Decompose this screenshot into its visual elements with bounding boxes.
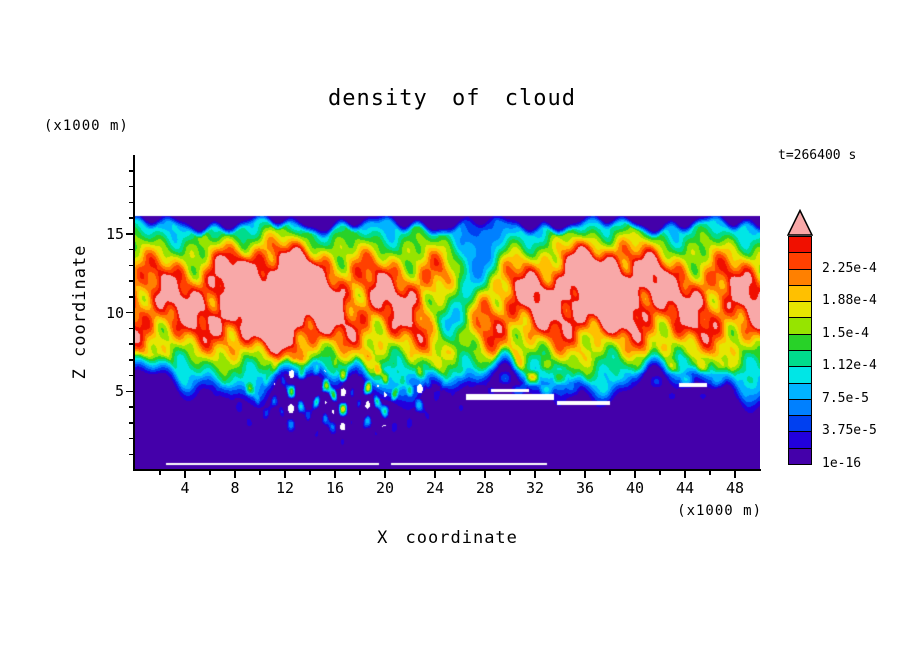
y-tick-minor bbox=[129, 185, 133, 188]
colorbar-segment bbox=[788, 285, 812, 302]
x-tick-minor bbox=[209, 471, 211, 475]
x-tick-label: 44 bbox=[675, 479, 695, 497]
x-tick-label: 20 bbox=[375, 479, 395, 497]
colorbar-segment bbox=[788, 383, 812, 400]
colorbar-segment bbox=[788, 431, 812, 449]
y-tick-minor bbox=[129, 359, 133, 361]
y-tick-minor bbox=[129, 170, 133, 172]
x-tick-major bbox=[184, 471, 186, 478]
y-tick-minor bbox=[129, 327, 133, 329]
colorbar-segment bbox=[788, 236, 812, 253]
y-tick-minor bbox=[129, 264, 133, 266]
y-tick-minor bbox=[129, 406, 133, 408]
x-tick-minor bbox=[559, 471, 561, 475]
y-tick-label: 15 bbox=[105, 224, 124, 243]
x-tick-major bbox=[634, 471, 636, 478]
colorbar-segment bbox=[788, 399, 812, 416]
x-tick-minor bbox=[659, 471, 661, 475]
x-tick-label: 16 bbox=[325, 479, 345, 497]
y-tick-minor bbox=[129, 453, 133, 455]
colorbar-segment bbox=[788, 301, 812, 318]
x-tick-minor bbox=[259, 471, 261, 475]
y-tick-major bbox=[126, 311, 133, 314]
x-tick-minor bbox=[359, 471, 361, 475]
x-tick-major bbox=[234, 471, 236, 478]
x-tick-minor bbox=[459, 471, 461, 475]
colorbar-label: 7.5e-5 bbox=[822, 390, 869, 406]
colorbar-segment bbox=[788, 334, 812, 351]
x-tick-major bbox=[334, 471, 336, 478]
colorbar-label: 1.88e-4 bbox=[822, 293, 877, 309]
x-tick-major bbox=[484, 471, 486, 478]
colorbar-segment bbox=[788, 252, 812, 270]
y-tick-minor bbox=[129, 343, 133, 345]
colorbar-label: 3.75e-5 bbox=[822, 423, 877, 439]
x-tick-label: 40 bbox=[625, 479, 645, 497]
x-tick-label: 8 bbox=[230, 479, 240, 497]
x-axis-line bbox=[133, 469, 761, 471]
colorbar-segment bbox=[788, 350, 812, 367]
x-tick-minor bbox=[159, 471, 161, 475]
y-axis-unit-label: (x1000 m) bbox=[44, 118, 129, 134]
heatmap-canvas bbox=[135, 155, 760, 470]
colorbar-segment bbox=[788, 317, 812, 335]
x-tick-minor bbox=[309, 471, 311, 475]
x-tick-minor bbox=[509, 471, 511, 475]
colorbar-label: 1.12e-4 bbox=[822, 358, 877, 374]
time-label: t=266400 s bbox=[778, 148, 857, 163]
x-tick-label: 12 bbox=[275, 479, 295, 497]
x-tick-label: 24 bbox=[425, 479, 445, 497]
colorbar-label: 1.5e-4 bbox=[822, 325, 869, 341]
y-axis-line bbox=[133, 155, 135, 471]
x-axis-unit-label: (x1000 m) bbox=[677, 503, 762, 519]
x-tick-minor bbox=[709, 471, 711, 475]
y-tick-minor bbox=[129, 437, 133, 440]
y-tick-major bbox=[126, 390, 133, 392]
y-tick-minor bbox=[129, 217, 133, 219]
x-axis-title: X coordinate bbox=[377, 528, 518, 548]
y-tick-minor bbox=[129, 248, 133, 251]
x-tick-label: 32 bbox=[525, 479, 545, 497]
y-tick-label: 5 bbox=[114, 382, 124, 401]
y-tick-minor bbox=[129, 422, 133, 424]
x-tick-label: 28 bbox=[475, 479, 495, 497]
y-tick-minor bbox=[129, 374, 133, 377]
y-tick-minor bbox=[129, 296, 133, 298]
chart-title: density of cloud bbox=[328, 86, 576, 111]
colorbar-arrow-shape bbox=[787, 209, 813, 236]
x-tick-label: 36 bbox=[575, 479, 595, 497]
x-tick-major bbox=[284, 471, 286, 478]
y-tick-minor bbox=[129, 201, 133, 203]
y-tick-major bbox=[126, 233, 133, 235]
colorbar-overflow-arrow-icon bbox=[787, 209, 813, 236]
x-tick-label: 4 bbox=[180, 479, 190, 497]
colorbar-segment bbox=[788, 269, 812, 286]
colorbar-segment bbox=[788, 415, 812, 432]
x-tick-minor bbox=[409, 471, 411, 475]
y-tick-minor bbox=[129, 280, 133, 282]
colorbar-label: 1e-16 bbox=[822, 456, 862, 471]
x-tick-major bbox=[534, 471, 536, 478]
x-tick-label: 48 bbox=[725, 479, 745, 497]
x-tick-major bbox=[734, 471, 736, 478]
x-tick-minor bbox=[609, 471, 611, 475]
colorbar-label: 2.25e-4 bbox=[822, 260, 877, 276]
x-tick-major bbox=[584, 471, 586, 478]
colorbar-segment bbox=[788, 448, 812, 465]
y-axis-title: Z coordinate bbox=[70, 244, 90, 380]
x-tick-major bbox=[684, 471, 686, 478]
colorbar-segment bbox=[788, 366, 812, 384]
x-tick-major bbox=[434, 471, 436, 478]
y-tick-label: 10 bbox=[105, 303, 124, 322]
x-tick-major bbox=[384, 471, 386, 478]
